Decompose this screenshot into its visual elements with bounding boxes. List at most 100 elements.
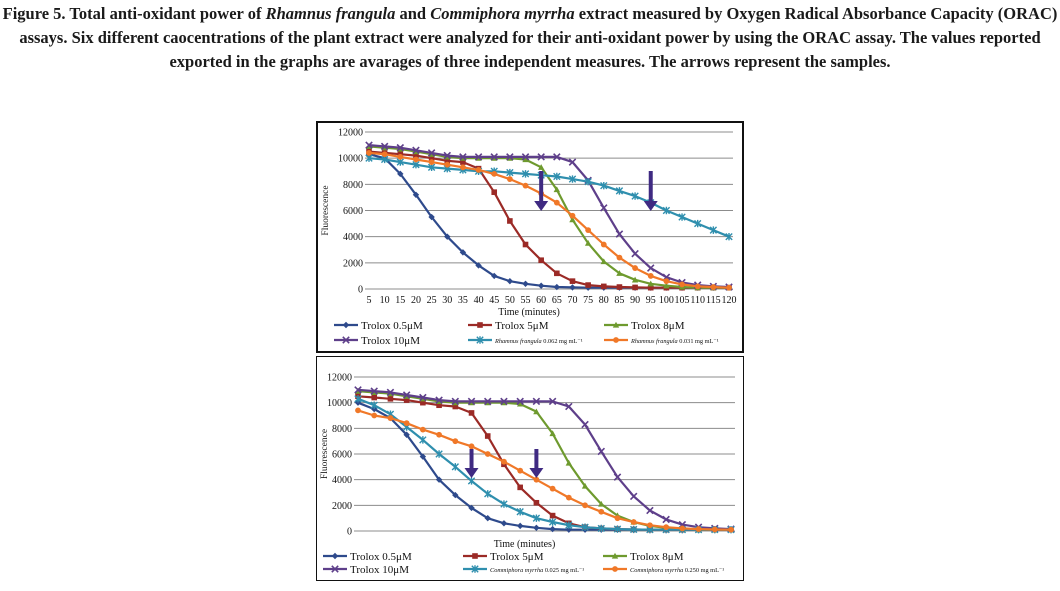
x-tick-label: 5	[367, 295, 372, 306]
data-point	[500, 500, 508, 508]
data-point	[427, 149, 436, 157]
data-point	[679, 281, 685, 288]
legend-marker	[471, 565, 479, 573]
data-point	[632, 284, 638, 291]
data-point	[452, 491, 459, 499]
data-point	[516, 508, 524, 516]
data-point	[548, 397, 557, 406]
data-point	[533, 408, 540, 415]
data-point	[436, 402, 442, 409]
data-point	[565, 402, 573, 411]
y-tick-label: 8000	[332, 424, 352, 435]
x-tick-label: 70	[567, 295, 577, 306]
data-point	[412, 191, 420, 198]
data-point	[663, 278, 670, 285]
data-point	[553, 153, 561, 161]
x-tick-label: 100	[659, 295, 674, 306]
legend-marker	[342, 321, 350, 329]
data-point	[646, 506, 654, 515]
data-point	[600, 283, 607, 290]
data-point	[613, 473, 622, 481]
x-tick-label: 65	[552, 295, 562, 306]
data-point	[517, 484, 523, 491]
data-point	[553, 199, 560, 206]
legend-entry: Trolox 8μM	[603, 551, 684, 563]
data-point	[600, 204, 608, 212]
data-point	[370, 401, 378, 409]
data-point	[444, 157, 451, 164]
data-point	[365, 141, 373, 149]
series-trolox_5	[355, 393, 734, 533]
data-point	[468, 504, 475, 512]
data-point	[516, 522, 524, 530]
figure-caption: Figure 5. Total anti-oxidant power of Rh…	[0, 2, 1060, 74]
series-line	[368, 145, 729, 289]
legend-label: Trolox 0.5μM	[350, 551, 412, 563]
data-point	[459, 249, 467, 256]
data-point	[537, 153, 545, 161]
data-point	[662, 206, 671, 215]
x-tick-label: 35	[458, 295, 468, 306]
data-point	[452, 438, 459, 445]
commiphora-orac-chart: 0 2000 4000 6000 8000 10000 12000 Fluorescence T…	[320, 373, 735, 576]
legend-label: Trolox 8μM	[630, 551, 684, 563]
legend-label: Trolox 5μM	[495, 320, 549, 332]
series-trolox_05	[354, 399, 735, 533]
data-point	[710, 284, 717, 290]
data-point	[581, 482, 589, 489]
data-point	[380, 142, 389, 151]
data-point	[537, 164, 545, 170]
data-point	[412, 146, 420, 155]
data-point	[371, 412, 378, 419]
data-point	[538, 257, 544, 264]
data-point	[500, 397, 508, 406]
data-point	[565, 526, 573, 533]
legend-marker	[476, 336, 484, 344]
data-point	[484, 433, 491, 439]
data-point	[663, 524, 670, 531]
data-point	[396, 143, 405, 152]
x-tick-label: 25	[427, 295, 437, 306]
data-point	[444, 161, 451, 168]
y-tick-label: 4000	[343, 232, 363, 243]
series-sample_low	[354, 395, 735, 534]
legend-entry: Trolox 10μM	[323, 564, 409, 576]
data-point	[554, 270, 560, 277]
data-point	[435, 450, 443, 458]
legend-entry: Trolox 8μM	[604, 320, 685, 332]
x-tick-label: 10	[380, 295, 390, 306]
data-point	[549, 485, 556, 492]
data-point	[537, 282, 545, 289]
data-point	[585, 282, 591, 288]
data-point	[443, 151, 452, 160]
data-point	[354, 386, 362, 394]
series-line	[368, 150, 729, 289]
y-tick-label: 2000	[332, 501, 352, 512]
data-point	[597, 447, 606, 456]
x-tick-label: 20	[411, 295, 421, 306]
series-trolox_8	[354, 387, 735, 533]
data-point	[565, 521, 573, 529]
series-line	[357, 388, 732, 531]
data-point	[600, 241, 607, 248]
data-point	[694, 219, 702, 228]
data-point	[533, 476, 540, 483]
x-tick-label: 60	[536, 295, 546, 306]
legend-label: Trolox 5μM	[490, 551, 544, 563]
data-point	[459, 153, 467, 161]
data-point	[517, 467, 524, 474]
x-tick-label: 45	[489, 295, 499, 306]
data-point	[647, 284, 654, 291]
legend-marker	[331, 552, 339, 560]
data-point	[711, 526, 718, 533]
series-sample_high	[366, 150, 732, 291]
legend-marker	[613, 337, 619, 343]
legend-entry: Trolox 5μM	[463, 551, 544, 563]
legend-marker	[612, 321, 620, 328]
data-point	[522, 241, 529, 248]
x-tick-label: 30	[442, 295, 452, 306]
data-point	[371, 405, 378, 413]
data-point	[647, 273, 654, 279]
data-point	[615, 187, 624, 195]
data-point	[616, 254, 623, 261]
